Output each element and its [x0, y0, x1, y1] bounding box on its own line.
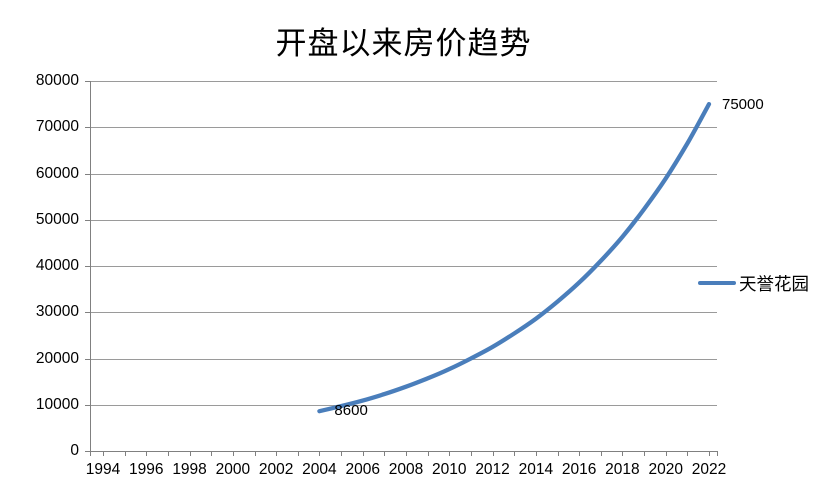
x-tick-label: 2000 — [215, 461, 251, 478]
x-tick-label: 2016 — [561, 461, 597, 478]
y-tick-label: 30000 — [35, 303, 79, 321]
x-tick-label: 1996 — [129, 461, 164, 478]
x-tick-label: 2002 — [258, 461, 294, 478]
legend-series-label: 天誉花园 — [739, 273, 809, 294]
data-label-last-point: 75000 — [722, 96, 764, 114]
x-tick-label: 2006 — [345, 461, 380, 478]
legend-line-sample — [698, 280, 736, 286]
chart-title: 开盘以来房价趋势 — [275, 26, 532, 61]
y-tick-label: 80000 — [35, 72, 79, 89]
legend: 天誉花园 — [698, 272, 809, 294]
y-tick-label: 0 — [70, 442, 79, 459]
y-tick-label: 60000 — [35, 164, 79, 182]
x-tick-label: 2008 — [388, 461, 424, 478]
x-tick-label: 1994 — [85, 461, 121, 478]
data-label-first-point: 8600 — [334, 402, 368, 420]
y-tick-label: 50000 — [35, 210, 79, 228]
x-tick-label: 1998 — [172, 461, 207, 478]
x-tick-label: 2014 — [518, 461, 554, 478]
y-tick-label: 10000 — [35, 395, 79, 413]
x-tick-label: 2012 — [475, 461, 510, 478]
y-tick-label: 20000 — [35, 349, 79, 367]
y-tick-label: 70000 — [35, 118, 79, 136]
x-tick-label: 2020 — [648, 461, 683, 478]
price-line-series — [317, 101, 712, 414]
x-tick-label: 2004 — [302, 461, 337, 478]
x-tick-label: 2018 — [605, 461, 640, 478]
x-tick-label: 2010 — [432, 461, 467, 478]
x-tick-label: 2022 — [691, 461, 727, 478]
y-tick-label: 40000 — [35, 257, 79, 274]
